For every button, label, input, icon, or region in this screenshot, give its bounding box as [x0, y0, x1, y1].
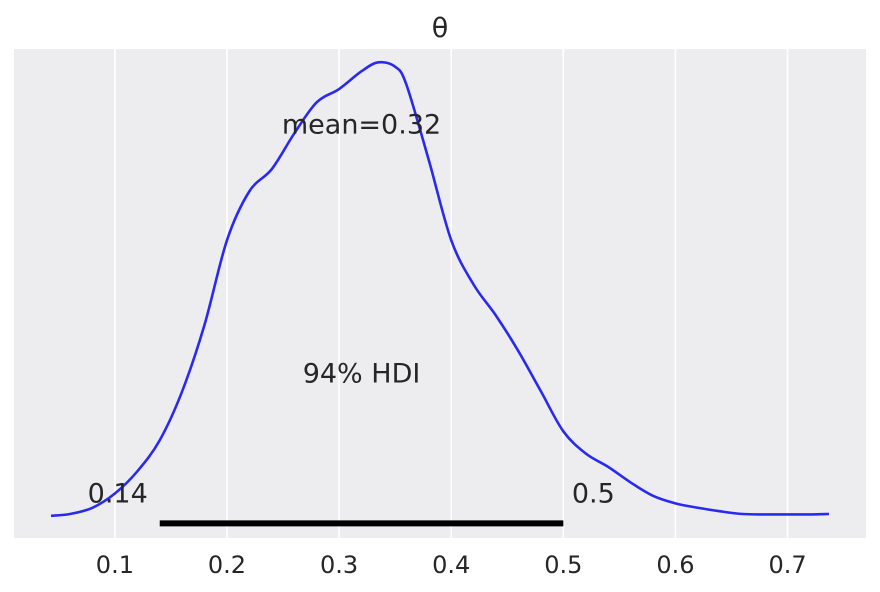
x-tick-label: 0.6: [656, 551, 694, 579]
plot-area: [14, 49, 866, 538]
hdi-label: 94% HDI: [303, 358, 421, 389]
x-axis-ticks: 0.1 0.2 0.3 0.4 0.5 0.6 0.7: [96, 551, 807, 579]
x-tick-label: 0.4: [432, 551, 470, 579]
x-tick-label: 0.1: [96, 551, 134, 579]
x-tick-label: 0.5: [544, 551, 582, 579]
x-tick-label: 0.3: [320, 551, 358, 579]
mean-label: mean=0.32: [282, 109, 441, 140]
x-tick-label: 0.7: [768, 551, 806, 579]
density-curve: [50, 60, 830, 518]
hdi-low-label: 0.14: [88, 478, 148, 509]
chart-title: θ: [432, 13, 449, 44]
grid-lines: [114, 49, 789, 538]
x-tick-label: 0.2: [208, 551, 246, 579]
hdi-high-label: 0.5: [572, 478, 615, 509]
